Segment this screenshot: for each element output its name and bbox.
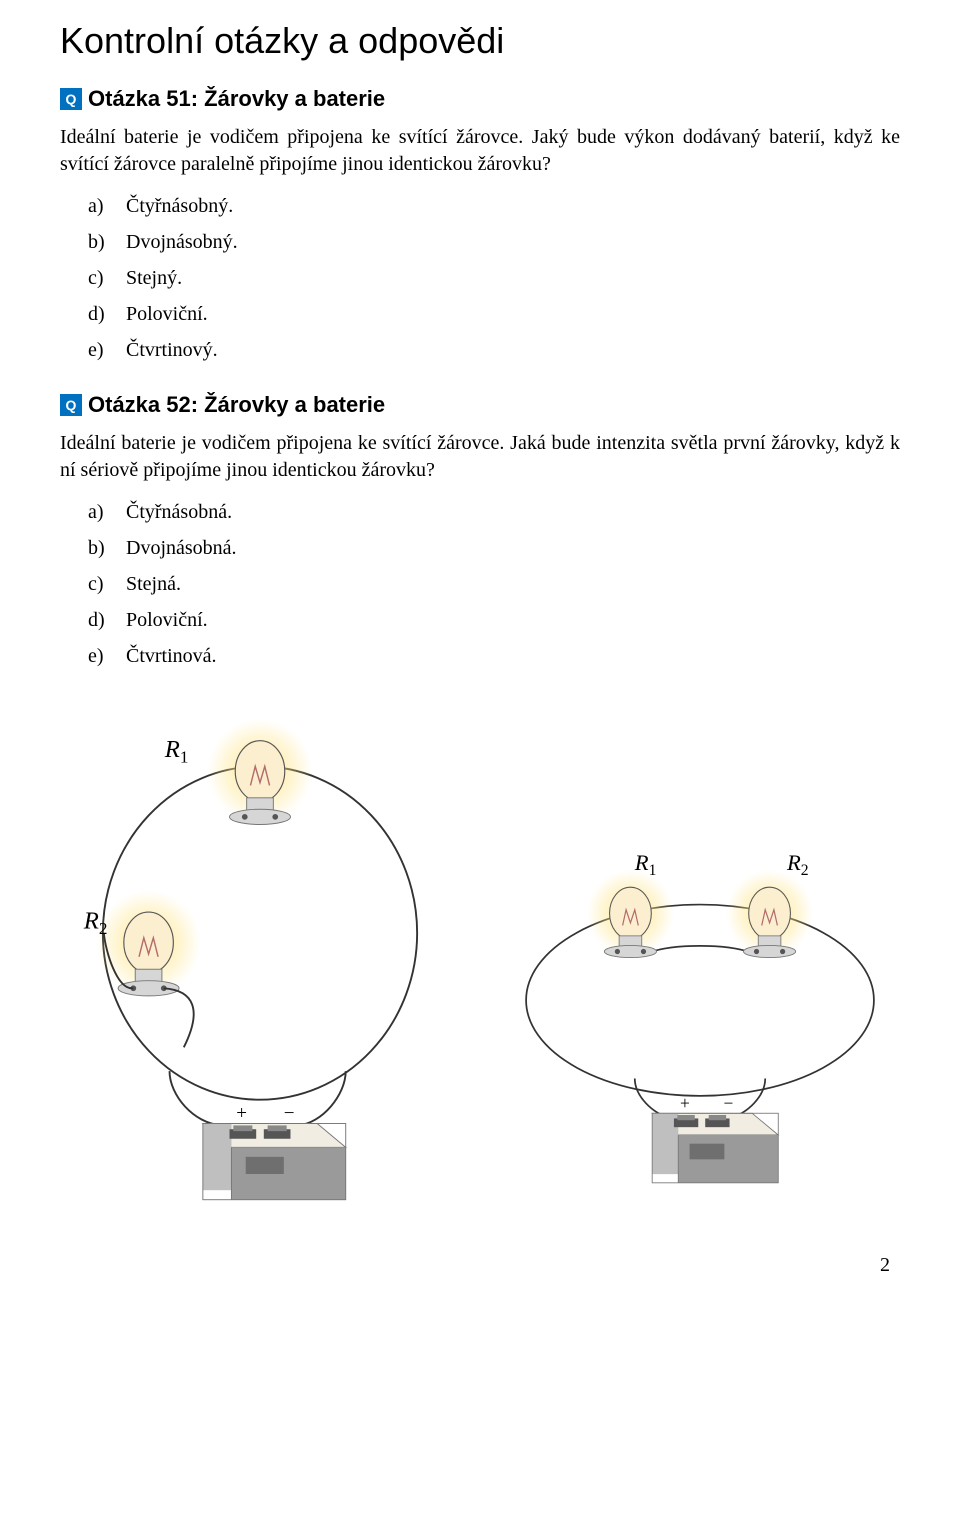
battery-icon	[652, 1114, 778, 1184]
option-51-c: c) Stejný.	[88, 260, 900, 296]
option-52-c: c) Stejná.	[88, 566, 900, 602]
question-52: Q Otázka 52: Žárovky a baterie Ideální b…	[60, 392, 900, 674]
option-letter: a)	[88, 188, 116, 224]
option-text: Stejná.	[126, 566, 181, 602]
option-52-b: b) Dvojnásobná.	[88, 530, 900, 566]
figure-series: R1 R2	[500, 835, 900, 1214]
option-text: Dvojnásobný.	[126, 224, 238, 260]
option-text: Čtvrtinový.	[126, 332, 218, 368]
battery-icon	[203, 1124, 346, 1200]
page-title: Kontrolní otázky a odpovědi	[60, 20, 900, 62]
option-51-e: e) Čtvrtinový.	[88, 332, 900, 368]
figure-parallel: R1 R2	[60, 714, 460, 1214]
option-text: Poloviční.	[126, 296, 208, 332]
label-R2: R2	[786, 850, 809, 879]
plus-sign: +	[236, 1103, 247, 1124]
q-badge-icon: Q	[60, 88, 82, 110]
q-badge-icon: Q	[60, 394, 82, 416]
figures-row: R1 R2	[60, 714, 900, 1214]
question-52-body: Ideální baterie je vodičem připojena ke …	[60, 430, 900, 484]
option-letter: d)	[88, 602, 116, 638]
question-52-options: a)Čtyřnásobná. b)Dvojnásobná. c)Stejná. …	[88, 494, 900, 674]
option-letter: a)	[88, 494, 116, 530]
question-52-heading: Q Otázka 52: Žárovky a baterie	[60, 392, 900, 418]
option-text: Dvojnásobná.	[126, 530, 237, 566]
label-R1: R1	[634, 850, 657, 879]
option-letter: e)	[88, 332, 116, 368]
question-52-title: Otázka 52: Žárovky a baterie	[88, 392, 385, 418]
question-51: Q Otázka 51: Žárovky a baterie Ideální b…	[60, 86, 900, 368]
option-51-d: d) Poloviční.	[88, 296, 900, 332]
series-circuit-svg: R1 R2	[500, 835, 900, 1209]
option-text: Čtvrtinová.	[126, 638, 217, 674]
option-51-a: a) Čtyřnásobný.	[88, 188, 900, 224]
parallel-circuit-svg: R1 R2	[60, 714, 460, 1209]
question-51-title: Otázka 51: Žárovky a baterie	[88, 86, 385, 112]
option-52-d: d) Poloviční.	[88, 602, 900, 638]
question-51-body: Ideální baterie je vodičem připojena ke …	[60, 124, 900, 178]
option-52-a: a) Čtyřnásobná.	[88, 494, 900, 530]
option-letter: b)	[88, 530, 116, 566]
question-51-heading: Q Otázka 51: Žárovky a baterie	[60, 86, 900, 112]
option-letter: b)	[88, 224, 116, 260]
question-51-options: a)Čtyřnásobný. b)Dvojnásobný. c)Stejný. …	[88, 188, 900, 368]
label-R1: R1	[164, 736, 189, 767]
option-text: Stejný.	[126, 260, 182, 296]
option-letter: c)	[88, 260, 116, 296]
page-number: 2	[60, 1254, 900, 1277]
minus-sign: −	[723, 1094, 733, 1113]
option-52-e: e) Čtvrtinová.	[88, 638, 900, 674]
plus-sign: +	[680, 1094, 690, 1113]
option-letter: d)	[88, 296, 116, 332]
option-text: Čtyřnásobný.	[126, 188, 233, 224]
option-letter: e)	[88, 638, 116, 674]
option-text: Čtyřnásobná.	[126, 494, 232, 530]
option-51-b: b) Dvojnásobný.	[88, 224, 900, 260]
option-text: Poloviční.	[126, 602, 208, 638]
minus-sign: −	[284, 1103, 295, 1124]
option-letter: c)	[88, 566, 116, 602]
